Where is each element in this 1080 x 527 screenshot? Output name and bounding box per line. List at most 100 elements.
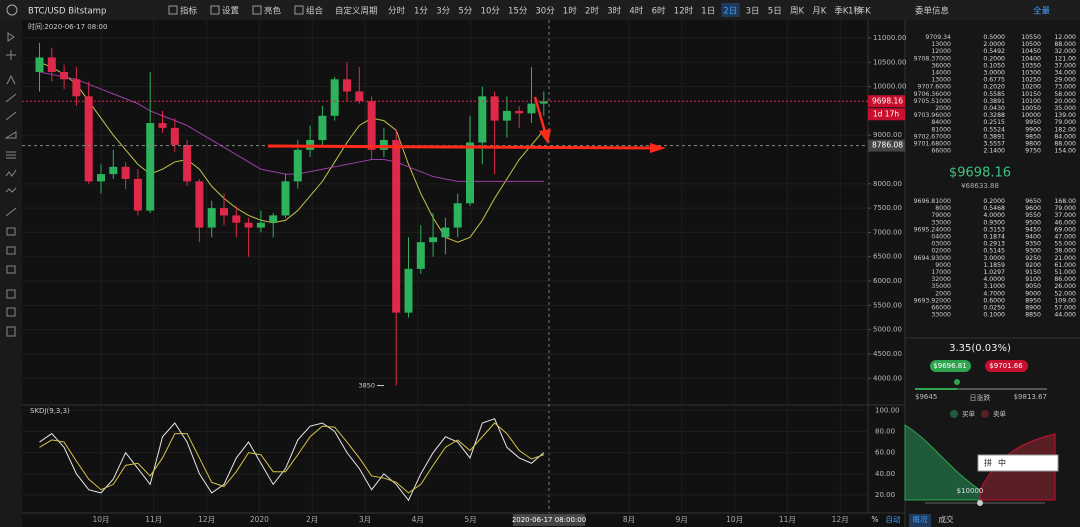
candle-body xyxy=(367,101,376,150)
icon xyxy=(6,246,16,255)
sell-button[interactable] xyxy=(985,360,1028,372)
order-cell: 37.000 xyxy=(1054,62,1076,69)
order-cell: 10050 xyxy=(1021,105,1041,112)
candle-body xyxy=(232,215,241,223)
order-cell: 29.000 xyxy=(1054,77,1076,84)
period[interactable]: 3日 xyxy=(746,7,760,17)
period[interactable]: 15分 xyxy=(508,7,528,17)
indicator-line xyxy=(39,418,545,502)
period[interactable]: 30分 xyxy=(535,7,555,17)
tool-icon[interactable] xyxy=(294,5,304,15)
auto[interactable]: 自动 xyxy=(886,514,901,524)
buy-button[interactable] xyxy=(930,360,971,372)
order-cell: 9200 xyxy=(1025,262,1041,269)
order-cell: 9850 xyxy=(1025,133,1041,140)
period[interactable]: 2时 xyxy=(585,6,599,17)
price-cny: ¥68633.88 xyxy=(961,182,999,190)
order-cell: 32.000 xyxy=(1054,48,1076,55)
moving-average xyxy=(39,61,545,243)
icon xyxy=(5,187,17,193)
order-cell: 13000 xyxy=(931,77,951,84)
period[interactable]: 周K xyxy=(790,7,805,17)
candle-body xyxy=(72,79,81,97)
tool[interactable]: 组合 xyxy=(306,6,324,17)
order-cell: 79000 xyxy=(931,212,951,219)
order-book: 概况 成交 9709.34 0.5000 10550 12.000 13000 2.0000 1… xyxy=(904,34,1080,527)
order-cell: 9900 xyxy=(1025,126,1041,133)
order-cell: 182.00 xyxy=(1054,126,1076,133)
order-cell: 10250 xyxy=(1021,77,1041,84)
tool-icon[interactable] xyxy=(168,5,178,15)
period[interactable]: 5分 xyxy=(458,7,472,17)
order-cell: 0.5524 xyxy=(983,126,1005,133)
period[interactable]: 1时 xyxy=(563,6,577,17)
order-cell: 10350 xyxy=(1021,62,1041,69)
candle-body xyxy=(379,140,388,150)
order-cell: 84.000 xyxy=(1054,133,1076,140)
period[interactable]: 3时 xyxy=(607,6,621,17)
order-cell: 37.000 xyxy=(1054,212,1076,219)
tool-icon[interactable] xyxy=(210,5,220,15)
mode[interactable]: 全量 xyxy=(1033,6,1051,17)
order-cell: 154.00 xyxy=(1054,148,1076,155)
buy-price[interactable]: $9696.81 xyxy=(933,362,966,370)
order-cell: 0.1000 xyxy=(983,312,1005,319)
order-cell: 4.7000 xyxy=(983,290,1005,297)
percent[interactable]: % xyxy=(871,515,878,524)
y-tick-label: 5500.00 xyxy=(873,301,902,309)
icon xyxy=(6,74,16,85)
x-tick-label: 11月 xyxy=(145,515,162,524)
tab[interactable]: 概况 xyxy=(913,514,928,524)
candle-body xyxy=(84,96,93,182)
day-high: $9813.67 xyxy=(1014,393,1047,401)
period[interactable]: 10分 xyxy=(481,7,501,17)
red-arrow xyxy=(533,96,547,133)
order-cell: 139.00 xyxy=(1054,112,1076,119)
order-cell: 0.3153 xyxy=(983,226,1005,233)
sell-price[interactable]: $9701.66 xyxy=(989,362,1023,370)
candle-body xyxy=(318,115,327,141)
x-tick-label: 9月 xyxy=(676,515,688,524)
period[interactable]: 分时 xyxy=(388,6,406,17)
candle-body xyxy=(170,127,179,145)
y-tick-label: 7500.00 xyxy=(873,204,902,212)
period[interactable]: 1日 xyxy=(701,7,715,17)
tool[interactable]: 指标 xyxy=(180,6,198,17)
tool[interactable]: 设置 xyxy=(222,6,240,17)
active-tab[interactable] xyxy=(909,514,931,527)
order-cell: 47.000 xyxy=(1054,234,1076,241)
annotations xyxy=(267,96,666,153)
period[interactable]: 1分 xyxy=(414,7,428,17)
active-period[interactable] xyxy=(721,3,740,17)
order-cell: 9701.68000 xyxy=(914,141,951,148)
period[interactable]: 12时 xyxy=(674,6,694,17)
order-cell: 0.2020 xyxy=(983,84,1005,91)
zoom-handle[interactable] xyxy=(977,500,983,506)
order-cell: 9050 xyxy=(1025,283,1041,290)
period[interactable]: 自定义周期 xyxy=(335,6,378,17)
order-cell: 0.6775 xyxy=(983,77,1005,84)
period[interactable]: 1秒 xyxy=(848,6,862,17)
order-cell: 9702.67000 xyxy=(914,133,951,140)
order-cell: 46.000 xyxy=(1054,219,1076,226)
icon xyxy=(6,227,16,236)
order-cell: 0.3891 xyxy=(983,133,1005,140)
period[interactable]: 季K xyxy=(834,6,849,17)
tool[interactable]: 亮色 xyxy=(264,6,282,17)
period[interactable]: 6时 xyxy=(652,6,666,17)
price: $9698.16 xyxy=(949,166,1011,181)
period[interactable]: 3分 xyxy=(436,7,450,17)
order-cell: 55.000 xyxy=(1054,241,1076,248)
tab[interactable]: 成交 xyxy=(939,514,954,524)
order-cell: 9500 xyxy=(1025,219,1041,226)
period[interactable]: 2日 xyxy=(723,7,737,17)
period[interactable]: 年K xyxy=(857,6,872,17)
icon xyxy=(5,169,17,177)
period[interactable]: 4时 xyxy=(629,6,643,17)
candle-body xyxy=(244,222,253,228)
icon xyxy=(6,307,16,317)
period[interactable]: 月K xyxy=(812,7,827,17)
tool-icon[interactable] xyxy=(252,5,262,15)
icon xyxy=(5,111,17,121)
period[interactable]: 5日 xyxy=(768,7,782,17)
